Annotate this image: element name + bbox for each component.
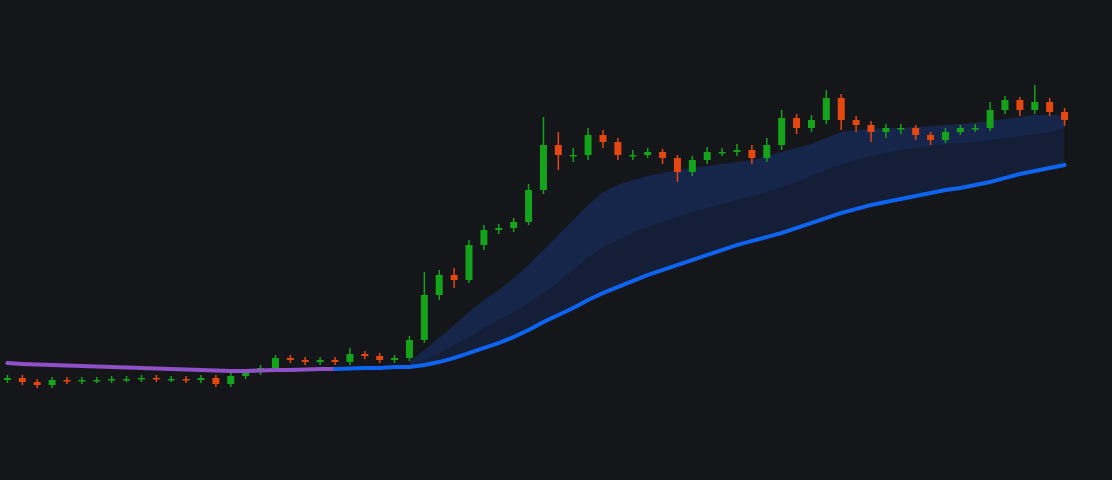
candle-body bbox=[197, 378, 205, 380]
candle-body bbox=[569, 155, 577, 157]
candle-body bbox=[152, 378, 160, 380]
candle-body bbox=[718, 152, 726, 154]
candle-body bbox=[33, 382, 41, 385]
candle-body bbox=[1001, 100, 1009, 110]
candle-body bbox=[525, 190, 533, 222]
candle-body bbox=[539, 145, 547, 190]
candle-body bbox=[123, 379, 131, 381]
candle-body bbox=[986, 110, 994, 128]
candle-body bbox=[137, 378, 145, 380]
candle-body bbox=[644, 152, 652, 155]
candle-body bbox=[688, 160, 696, 172]
candle-body bbox=[897, 128, 905, 130]
moving-average-line bbox=[5, 361, 337, 373]
candle-body bbox=[420, 295, 428, 340]
candle-body bbox=[346, 354, 354, 362]
candle-body bbox=[673, 158, 681, 172]
candle-body bbox=[822, 98, 830, 120]
candle-body bbox=[286, 358, 294, 360]
candle-body bbox=[48, 380, 56, 385]
candle-body bbox=[793, 118, 801, 128]
candle-body bbox=[927, 135, 935, 140]
candle-body bbox=[1061, 112, 1069, 120]
candle-body bbox=[271, 358, 279, 368]
candle-body bbox=[807, 120, 815, 128]
candle-body bbox=[763, 145, 771, 158]
candle-body bbox=[1046, 102, 1054, 112]
candle-body bbox=[242, 372, 250, 376]
moving-average-line bbox=[333, 163, 1067, 371]
candle-body bbox=[450, 275, 458, 280]
candle-body bbox=[629, 155, 637, 157]
candle-body bbox=[599, 135, 607, 142]
candle-body bbox=[93, 380, 101, 382]
candle-body bbox=[1031, 102, 1039, 110]
candle-body bbox=[510, 222, 518, 228]
candle-body bbox=[3, 378, 11, 380]
candle-body bbox=[703, 152, 711, 160]
candle-body bbox=[584, 135, 592, 155]
candle-body bbox=[108, 379, 116, 381]
candle-body bbox=[748, 150, 756, 158]
candle-body bbox=[376, 356, 384, 360]
candle-body bbox=[212, 378, 220, 384]
candle-body bbox=[733, 150, 741, 152]
candle-body bbox=[405, 340, 413, 358]
candle-body bbox=[837, 98, 845, 120]
candle-body bbox=[867, 125, 875, 132]
candle-body bbox=[316, 360, 324, 362]
candle-body bbox=[659, 152, 667, 158]
candle-body bbox=[614, 142, 622, 155]
candle-body bbox=[912, 128, 920, 135]
candle-body bbox=[78, 380, 86, 382]
candle-body bbox=[554, 145, 562, 155]
candle-body bbox=[167, 379, 175, 381]
candle-body bbox=[778, 118, 786, 145]
candle-body bbox=[63, 380, 71, 382]
candle-body bbox=[391, 358, 399, 360]
candle-body bbox=[882, 128, 890, 132]
candle-body bbox=[331, 360, 339, 362]
candle-body bbox=[435, 275, 443, 295]
candle-body bbox=[956, 128, 964, 132]
candle-body bbox=[480, 230, 488, 245]
candle-body bbox=[361, 354, 369, 356]
candle-body bbox=[941, 132, 949, 140]
candle-body bbox=[465, 245, 473, 280]
candle-body bbox=[227, 376, 235, 384]
candle-body bbox=[1016, 100, 1024, 110]
candle-body bbox=[18, 378, 26, 382]
candle-body bbox=[495, 228, 503, 230]
candle-body bbox=[182, 379, 190, 381]
candle-body bbox=[852, 120, 860, 125]
candle-body bbox=[971, 128, 979, 130]
candle-body bbox=[301, 360, 309, 362]
